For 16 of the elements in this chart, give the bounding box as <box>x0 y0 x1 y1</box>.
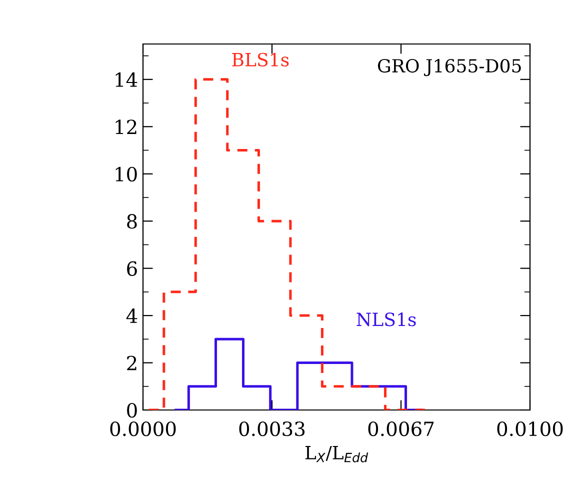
text: NLS1s <box>356 312 416 326</box>
x-tick-label: 0.0000 <box>110 421 176 436</box>
y-tick-label: 10 <box>116 166 137 182</box>
y-tick-label: 2 <box>127 356 136 370</box>
y-tick-label: 8 <box>127 214 137 229</box>
x-tick-label: 0.0100 <box>497 421 563 436</box>
y-tick-label: 6 <box>127 261 137 276</box>
x-axis-title: L$_{X}$/L$_{Edd}$ <box>305 446 368 462</box>
y-tick-label: 0 <box>127 402 137 418</box>
y-tick-label: 14 <box>116 72 138 87</box>
series-label: BLS1s <box>232 52 289 66</box>
annotation: GRO J1655-D05 <box>378 58 521 76</box>
x-tick-label: 0.0033 <box>239 421 305 436</box>
y-tick-label: 12 <box>116 120 136 134</box>
y-tick-label: 4 <box>126 308 138 323</box>
x-tick-label: 0.0067 <box>368 421 434 436</box>
